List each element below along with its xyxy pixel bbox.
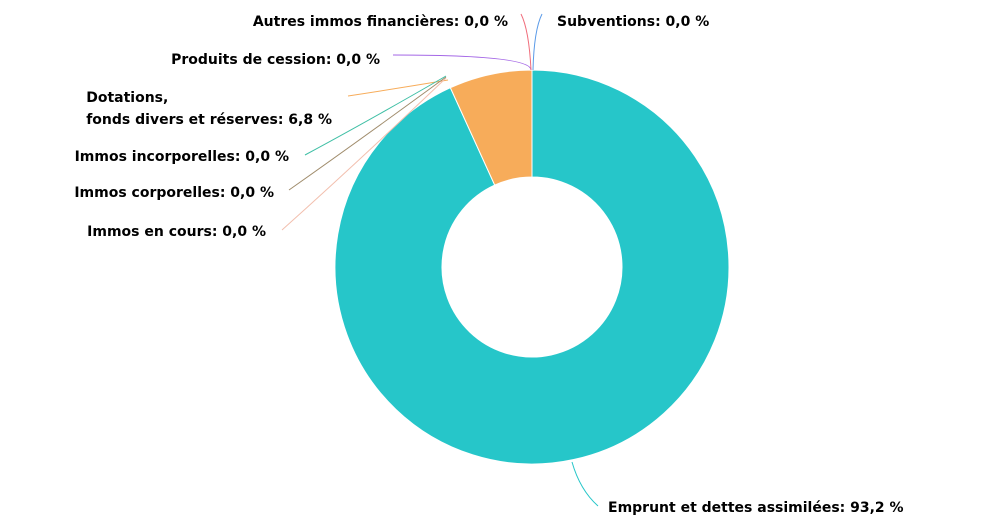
connector [571,461,599,507]
connector [392,54,532,71]
data-label: Immos corporelles: 0,0 % [74,185,274,201]
connector [281,77,447,231]
connector [347,79,449,97]
data-label: Produits de cession: 0,0 % [171,52,380,68]
connector [288,76,447,191]
connector [532,13,543,71]
connector [520,13,532,71]
data-label: Immos en cours: 0,0 % [87,224,266,240]
data-label: Dotations, fonds divers et réserves: 6,8… [86,90,332,128]
slice [334,69,730,465]
data-label: Subventions: 0,0 % [557,14,710,30]
data-label: Immos incorporelles: 0,0 % [74,149,289,165]
data-label: Emprunt et dettes assimilées: 93,2 % [608,500,904,516]
connector [304,75,447,156]
data-label: Autres immos financières: 0,0 % [252,14,508,30]
